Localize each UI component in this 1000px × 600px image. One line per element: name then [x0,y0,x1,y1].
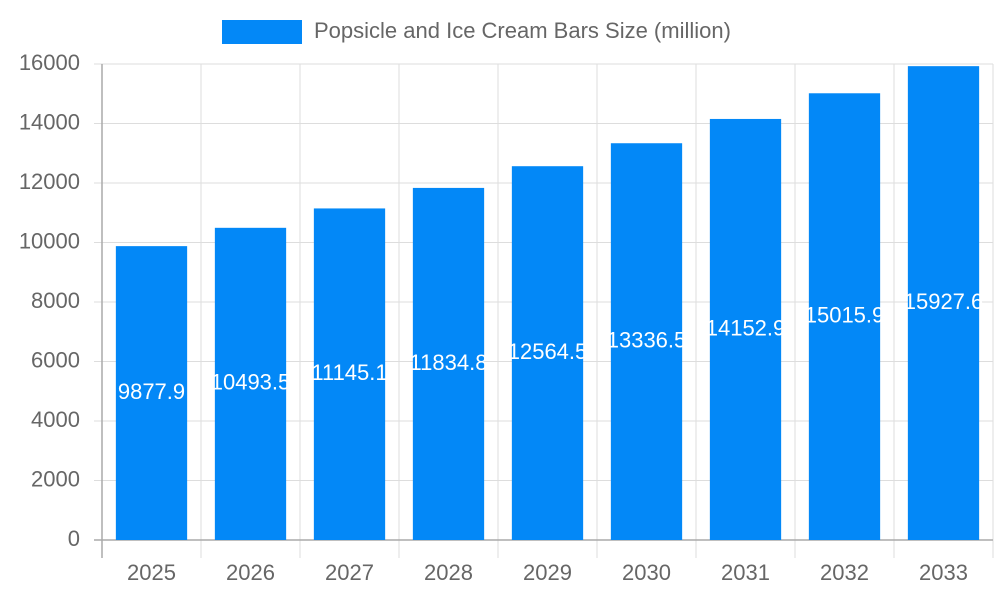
x-tick-label: 2031 [721,560,770,585]
bar [709,118,782,540]
bar [511,166,584,541]
y-tick-label: 8000 [31,288,80,313]
y-tick-label: 14000 [19,109,80,134]
value-label: 14152.9 [706,315,786,340]
legend-label: Popsicle and Ice Cream Bars Size (millio… [314,18,731,43]
value-label: 15015.9 [805,302,885,327]
bar [907,66,980,540]
x-tick-label: 2027 [325,560,374,585]
y-tick-label: 12000 [19,169,80,194]
x-tick-label: 2028 [424,560,473,585]
x-tick-label: 2026 [226,560,275,585]
bar [808,93,881,540]
value-label: 11145.1 [311,360,387,385]
legend-swatch [222,20,302,44]
bar [412,187,485,540]
x-tick-label: 2032 [820,560,869,585]
x-tick-label: 2033 [919,560,968,585]
bar [313,208,386,540]
y-tick-label: 6000 [31,347,80,372]
x-tick-label: 2025 [127,560,176,585]
y-tick-label: 10000 [19,228,80,253]
x-tick-label: 2029 [523,560,572,585]
y-tick-label: 16000 [19,50,80,75]
value-label: 13336.5 [607,327,687,352]
value-label: 9877.9 [118,379,185,404]
x-tick-label: 2030 [622,560,671,585]
value-label: 12564.5 [508,339,588,364]
value-label: 10493.5 [211,370,291,395]
y-tick-label: 0 [68,526,80,551]
bar [214,227,287,541]
value-label: 11834.8 [410,350,488,375]
value-label: 15927.6 [904,289,984,314]
bar [115,246,188,540]
y-tick-label: 2000 [31,466,80,491]
bar [610,143,683,540]
y-tick-label: 4000 [31,407,80,432]
